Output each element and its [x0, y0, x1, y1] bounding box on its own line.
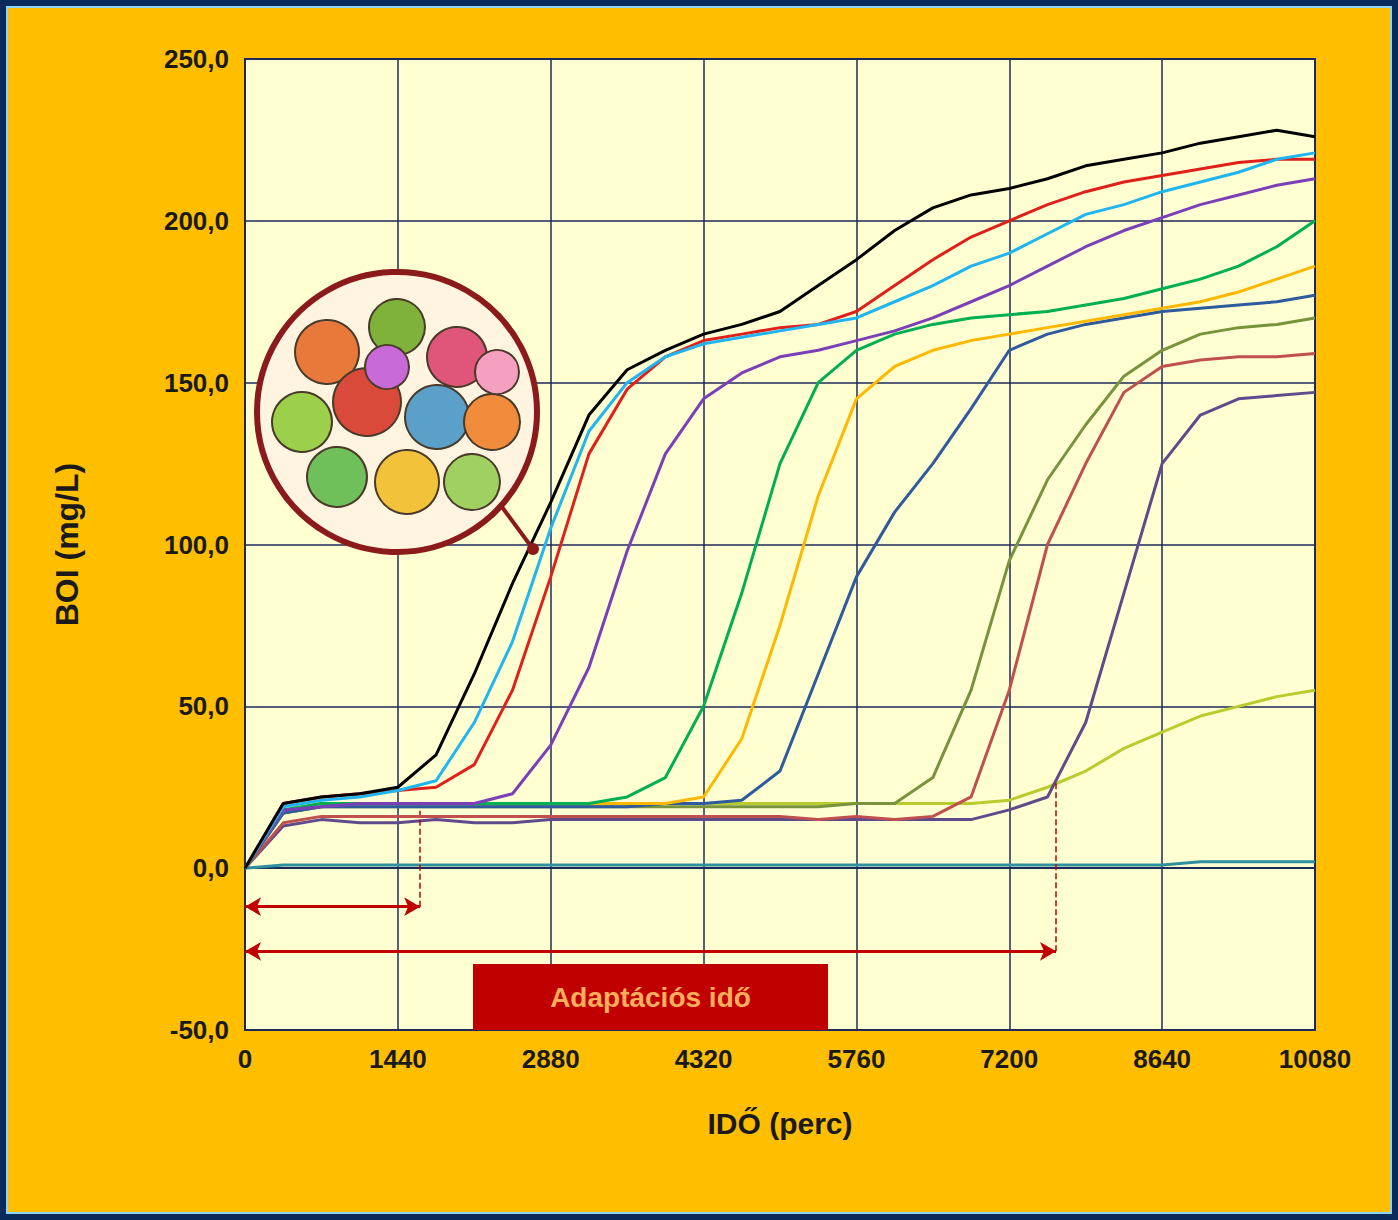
svg-text:IDŐ (perc): IDŐ (perc) [707, 1107, 852, 1140]
svg-text:2880: 2880 [522, 1044, 580, 1074]
svg-text:4320: 4320 [675, 1044, 733, 1074]
svg-text:8640: 8640 [1133, 1044, 1191, 1074]
svg-text:0,0: 0,0 [193, 853, 229, 883]
svg-text:200,0: 200,0 [164, 206, 229, 236]
svg-text:Adaptációs idő: Adaptációs idő [550, 982, 751, 1013]
svg-text:5760: 5760 [828, 1044, 886, 1074]
svg-text:100,0: 100,0 [164, 530, 229, 560]
svg-text:7200: 7200 [980, 1044, 1038, 1074]
svg-text:150,0: 150,0 [164, 368, 229, 398]
svg-text:50,0: 50,0 [178, 691, 229, 721]
svg-text:0: 0 [238, 1044, 252, 1074]
svg-text:-50,0: -50,0 [170, 1015, 229, 1045]
svg-text:BOI (mg/L): BOI (mg/L) [49, 463, 85, 627]
svg-text:10080: 10080 [1279, 1044, 1351, 1074]
svg-text:1440: 1440 [369, 1044, 427, 1074]
svg-text:250,0: 250,0 [164, 44, 229, 74]
